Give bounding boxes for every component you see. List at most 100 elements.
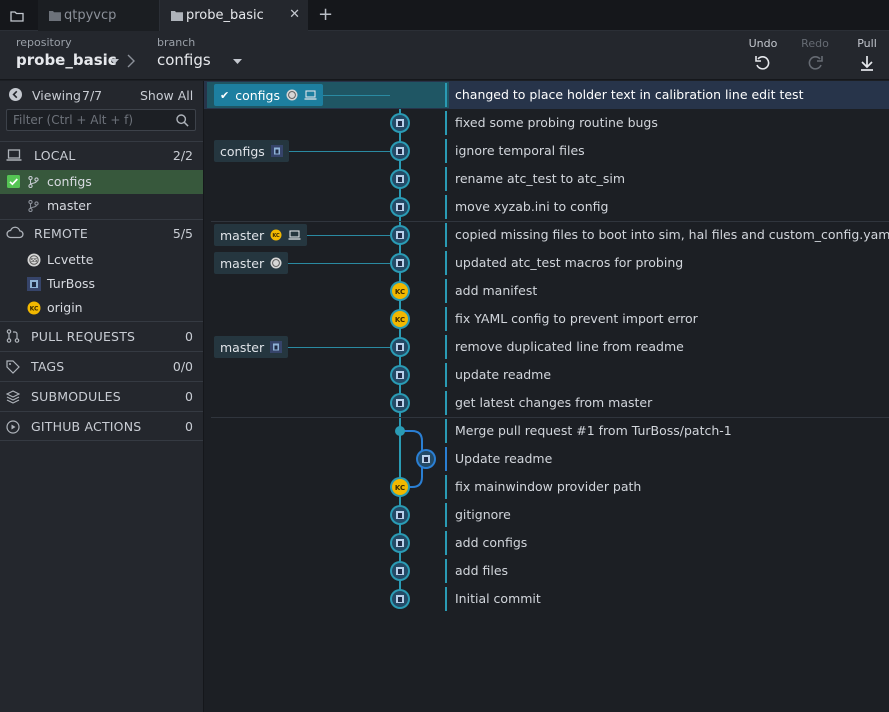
submodules-section-header[interactable]: SUBMODULES 0 [0, 381, 203, 411]
commit-row[interactable]: remove duplicated line from readme [204, 333, 889, 361]
pull-label: Pull [857, 37, 877, 50]
commit-row[interactable]: fix mainwindow provider path [204, 473, 889, 501]
local-label: LOCAL [34, 148, 76, 163]
branch-tag[interactable]: master [214, 252, 289, 274]
commit-row[interactable]: copied missing files to boot into sim, h… [204, 221, 889, 249]
commit-message: move xyzab.ini to config [455, 199, 609, 214]
commit-row[interactable]: rename atc_test to atc_sim [204, 165, 889, 193]
commit-node[interactable] [390, 197, 410, 217]
remote-lcvette[interactable]: SS Lcvette [0, 248, 203, 272]
commit-node[interactable] [395, 426, 405, 436]
commit-message: rename atc_test to atc_sim [455, 171, 626, 186]
commit-color-bar [445, 195, 447, 219]
open-repo-folder-icon[interactable] [0, 0, 33, 31]
branch-tag[interactable]: master [214, 336, 289, 358]
commit-node[interactable] [390, 113, 410, 133]
commit-node[interactable]: KC [390, 309, 410, 329]
redo-button[interactable]: Redo [795, 37, 835, 77]
close-icon[interactable]: ✕ [289, 7, 300, 22]
commit-node[interactable] [390, 393, 410, 413]
github-actions-section-header[interactable]: GITHUB ACTIONS 0 [0, 411, 203, 441]
commit-color-bar [445, 447, 447, 471]
branch-selector[interactable]: configs [155, 50, 247, 74]
commit-node[interactable] [390, 533, 410, 553]
tags-section-header[interactable]: TAGS 0/0 [0, 351, 203, 381]
pull-requests-section-header[interactable]: PULL REQUESTS 0 [0, 321, 203, 351]
branch-tag-label: master [220, 339, 265, 355]
branch-tag[interactable]: configs [214, 140, 289, 162]
tag-connector-line [274, 95, 390, 96]
commit-row[interactable]: move xyzab.ini to config [204, 193, 889, 221]
local-branch-configs[interactable]: configs [0, 170, 203, 194]
commit-row[interactable]: update readme [204, 361, 889, 389]
origin-avatar-icon: KC [270, 229, 282, 241]
commit-row[interactable]: add files [204, 557, 889, 585]
remote-section-header[interactable]: REMOTE 5/5 [0, 219, 203, 247]
commit-message: ignore temporal files [455, 143, 585, 158]
show-all-button[interactable]: Show All [140, 88, 194, 103]
commit-row[interactable]: fixed some probing routine bugs [204, 109, 889, 137]
undo-icon [755, 56, 770, 70]
svg-text:SS: SS [31, 258, 37, 264]
branch-name: configs [157, 51, 211, 69]
commit-node[interactable]: KC [390, 477, 410, 497]
commit-row[interactable]: add configs [204, 529, 889, 557]
undo-button[interactable]: Undo [743, 37, 783, 77]
commit-row[interactable]: ignore temporal files [204, 137, 889, 165]
commit-node[interactable] [390, 365, 410, 385]
pull-button[interactable]: Pull [847, 37, 887, 77]
commit-message: Initial commit [455, 591, 541, 606]
commit-row[interactable]: Update readme [204, 445, 889, 473]
commit-row[interactable]: Merge pull request #1 from TurBoss/patch… [204, 417, 889, 445]
commit-row[interactable]: add manifest [204, 277, 889, 305]
commit-node[interactable] [390, 337, 410, 357]
remote-turboss[interactable]: TurBoss [0, 272, 203, 296]
add-tab-icon[interactable]: + [318, 4, 334, 25]
pull-requests-label: PULL REQUESTS [31, 329, 136, 344]
commit-color-bar [445, 531, 447, 555]
commit-node[interactable] [390, 253, 410, 273]
github-actions-label: GITHUB ACTIONS [31, 419, 142, 434]
commit-node[interactable] [390, 505, 410, 525]
branch-tag[interactable]: ✔ configs [214, 84, 323, 106]
commit-node[interactable] [390, 225, 410, 245]
turboss-avatar-icon [27, 277, 41, 291]
commit-node[interactable] [390, 169, 410, 189]
tab-qtpyvcp[interactable]: qtpyvcp [38, 0, 160, 31]
svg-text:KC: KC [272, 233, 280, 239]
commit-row[interactable]: updated atc_test macros for probing [204, 249, 889, 277]
local-branch-master[interactable]: master [0, 194, 203, 218]
github-actions-count: 0 [185, 419, 193, 434]
commit-color-bar [445, 587, 447, 611]
commit-row[interactable]: gitignore [204, 501, 889, 529]
commit-node[interactable] [390, 141, 410, 161]
tab-label: probe_basic [186, 8, 264, 23]
commit-message: fix YAML config to prevent import error [455, 311, 698, 326]
branch-tag[interactable]: master KC [214, 224, 308, 246]
commit-node[interactable] [416, 449, 436, 469]
local-section-header[interactable]: LOCAL 2/2 [0, 141, 203, 169]
checked-out-icon: ✔ [220, 88, 230, 102]
play-circle-icon [6, 420, 20, 434]
commit-row[interactable]: Initial commit [204, 585, 889, 613]
collapse-panel-icon[interactable] [9, 88, 22, 101]
filter-input[interactable]: Filter (Ctrl + Alt + f) [6, 109, 196, 131]
commit-row[interactable]: get latest changes from master [204, 389, 889, 417]
commit-node[interactable]: KC [390, 281, 410, 301]
commit-message: updated atc_test macros for probing [455, 255, 684, 270]
remote-origin[interactable]: KC origin [0, 296, 203, 320]
local-laptop-icon [288, 230, 301, 240]
remote-label: origin [47, 300, 83, 315]
repository-selector[interactable]: probe_basic [14, 50, 142, 74]
commit-row[interactable]: fix YAML config to prevent import error [204, 305, 889, 333]
commit-color-bar [445, 307, 447, 331]
commit-node[interactable] [390, 589, 410, 609]
tag-connector-line [274, 235, 390, 236]
redo-icon [808, 56, 823, 70]
commit-message: gitignore [455, 507, 511, 522]
commit-node[interactable] [390, 561, 410, 581]
commit-color-bar [445, 111, 447, 135]
checkbox-checked-icon[interactable] [7, 175, 20, 188]
svg-text:KC: KC [30, 306, 39, 313]
tab-probe-basic[interactable]: probe_basic ✕ [160, 0, 308, 31]
